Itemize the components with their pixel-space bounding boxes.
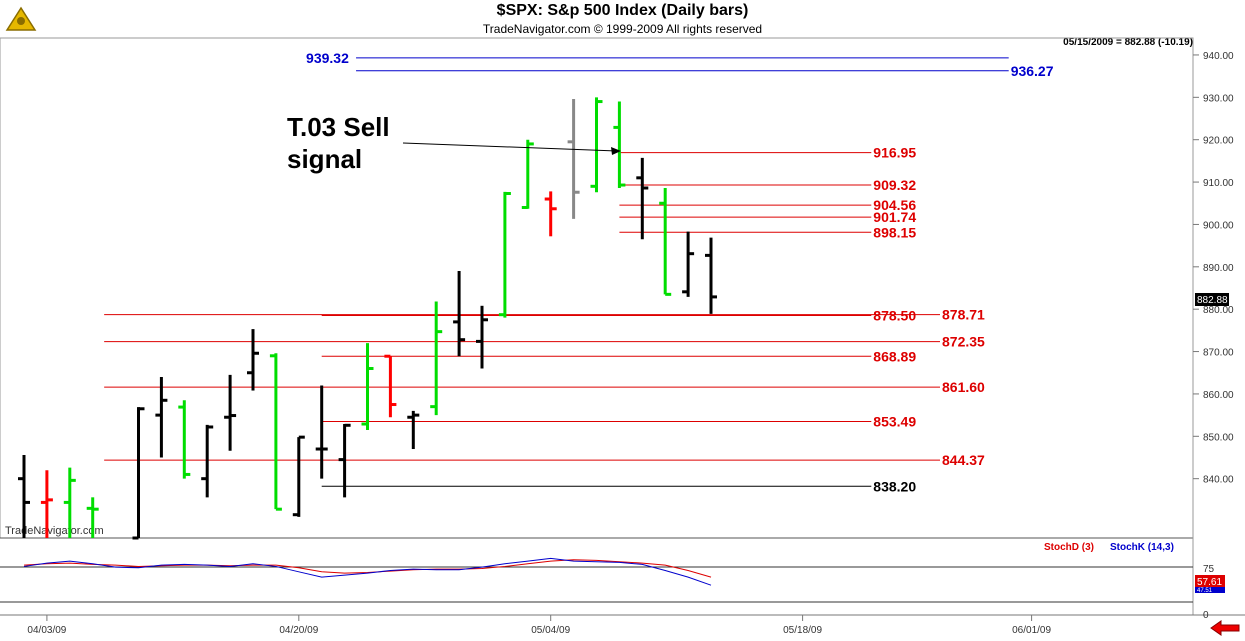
- level-label: 939.32: [306, 50, 349, 66]
- level-label: 916.95: [873, 145, 916, 161]
- x-tick-label: 04/20/09: [279, 625, 318, 636]
- stoch-tick-0: 0: [1203, 610, 1209, 621]
- y-tick-label: 870.00: [1203, 348, 1234, 359]
- stoch-d-legend: StochD (3): [1044, 542, 1094, 553]
- level-label: 936.27: [1011, 63, 1054, 79]
- ohlc-bar: [544, 191, 557, 237]
- ohlc-bar: [659, 188, 672, 296]
- ohlc-bar: [224, 374, 237, 451]
- stoch-tick-75: 75: [1203, 564, 1215, 575]
- ohlc-bar: [292, 435, 305, 517]
- ohlc-bar: [682, 231, 695, 297]
- price-readout: 05/15/2009 = 882.88 (-10.19): [1063, 37, 1193, 48]
- price-levels: 939.32 936.27 916.95 909.32 904.56901.74898.…: [104, 50, 1054, 494]
- level-label: 901.74: [873, 209, 916, 225]
- level-label: 878.71: [942, 307, 985, 323]
- stoch-d-last-value: 57.61: [1197, 577, 1222, 588]
- x-tick-label: 06/01/09: [1012, 625, 1051, 636]
- ohlc-bar: [201, 424, 214, 498]
- y-tick-label: 840.00: [1203, 475, 1234, 486]
- ohlc-bar: [361, 343, 374, 430]
- stoch-d-line: [23, 559, 712, 578]
- ohlc-bar: [453, 271, 466, 357]
- ohlc-bar: [178, 400, 191, 479]
- watermark: TradeNavigator.com: [5, 525, 104, 537]
- ohlc-bar: [384, 354, 397, 418]
- stoch-d-last-box: [1195, 575, 1225, 587]
- y-tick-label: 900.00: [1203, 220, 1234, 231]
- y-tick-label: 850.00: [1203, 432, 1234, 443]
- stochastic-panel: StochD (3) StochK (14,3) 75 0 57.61 47.5…: [0, 542, 1225, 621]
- stoch-k-legend: StochK (14,3): [1110, 542, 1174, 553]
- y-tick-label: 880.00: [1203, 305, 1234, 316]
- annotation-line-1: T.03 Sell: [287, 112, 390, 142]
- level-label: 898.15: [873, 224, 916, 240]
- annotation-line-2: signal: [287, 144, 362, 174]
- ohlc-bar: [247, 329, 259, 391]
- level-label: 844.37: [942, 452, 985, 468]
- ohlc-bar: [315, 385, 328, 479]
- ohlc-bar: [407, 410, 420, 450]
- ohlc-bar: [155, 376, 168, 458]
- ohlc-bar: [63, 467, 76, 538]
- x-tick-label: 05/18/09: [783, 625, 822, 636]
- level-label: 868.89: [873, 348, 916, 364]
- x-tick-label: 04/03/09: [27, 625, 66, 636]
- title-block: $SPX: S&p 500 Index (Daily bars) TradeNa…: [0, 0, 1245, 38]
- chart-title: $SPX: S&p 500 Index (Daily bars): [496, 2, 749, 19]
- y-tick-label: 890.00: [1203, 263, 1234, 274]
- level-label: 838.20: [873, 478, 916, 494]
- ohlc-bar: [613, 101, 626, 188]
- x-tick-label: 05/04/09: [531, 625, 570, 636]
- ohlc-bar: [40, 470, 53, 538]
- stoch-k-last-box: [1195, 587, 1225, 593]
- ohlc-bars: [18, 97, 717, 540]
- y-tick-label: 920.00: [1203, 136, 1234, 147]
- y-tick-label: 930.00: [1203, 93, 1234, 104]
- y-tick-label: 860.00: [1203, 390, 1234, 401]
- level-label: 861.60: [942, 379, 985, 395]
- ohlc-bar: [132, 407, 145, 540]
- level-label: 904.56: [873, 197, 916, 213]
- y-tick-label: 910.00: [1203, 178, 1234, 189]
- chart-subtitle: TradeNavigator.com © 1999-2009 All right…: [482, 22, 763, 36]
- y-tick-label: 940.00: [1203, 51, 1234, 62]
- ohlc-bar: [521, 139, 534, 209]
- back-arrow-icon[interactable]: [1209, 620, 1241, 641]
- ohlc-bar: [338, 423, 351, 498]
- ohlc-bar: [430, 301, 443, 416]
- last-price-box: [1195, 293, 1229, 306]
- last-price-label: 882.88: [1197, 295, 1228, 306]
- ohlc-bar: [498, 191, 511, 318]
- annotation-arrow: [402, 142, 618, 152]
- level-label: 853.49: [873, 414, 916, 430]
- sell-signal-annotation: T.03 Sell signal: [287, 112, 621, 174]
- level-label: 909.32: [873, 177, 916, 193]
- ohlc-bar: [18, 454, 30, 538]
- y-axis: 840.00 850.00 860.00 870.00 880.00 890.00 900.…: [1193, 51, 1234, 486]
- ohlc-bar: [269, 353, 282, 511]
- level-label: 878.50: [873, 308, 916, 324]
- x-axis: 04/03/09 04/20/09 05/04/09 05/18/09 06/01/09: [27, 615, 1051, 636]
- tradenavigator-logo-icon[interactable]: [4, 4, 38, 39]
- ohlc-bar: [590, 97, 603, 193]
- annotation-arrowhead: [611, 147, 621, 155]
- ohlc-bar: [705, 237, 717, 314]
- ohlc-bar: [636, 157, 649, 240]
- stoch-k-last-value: 47.51: [1197, 588, 1213, 594]
- level-label: 872.35: [942, 334, 985, 350]
- ohlc-bar: [476, 305, 488, 369]
- ohlc-bar: [567, 99, 580, 219]
- stoch-k-line: [23, 557, 712, 586]
- ohlc-bar: [86, 497, 99, 538]
